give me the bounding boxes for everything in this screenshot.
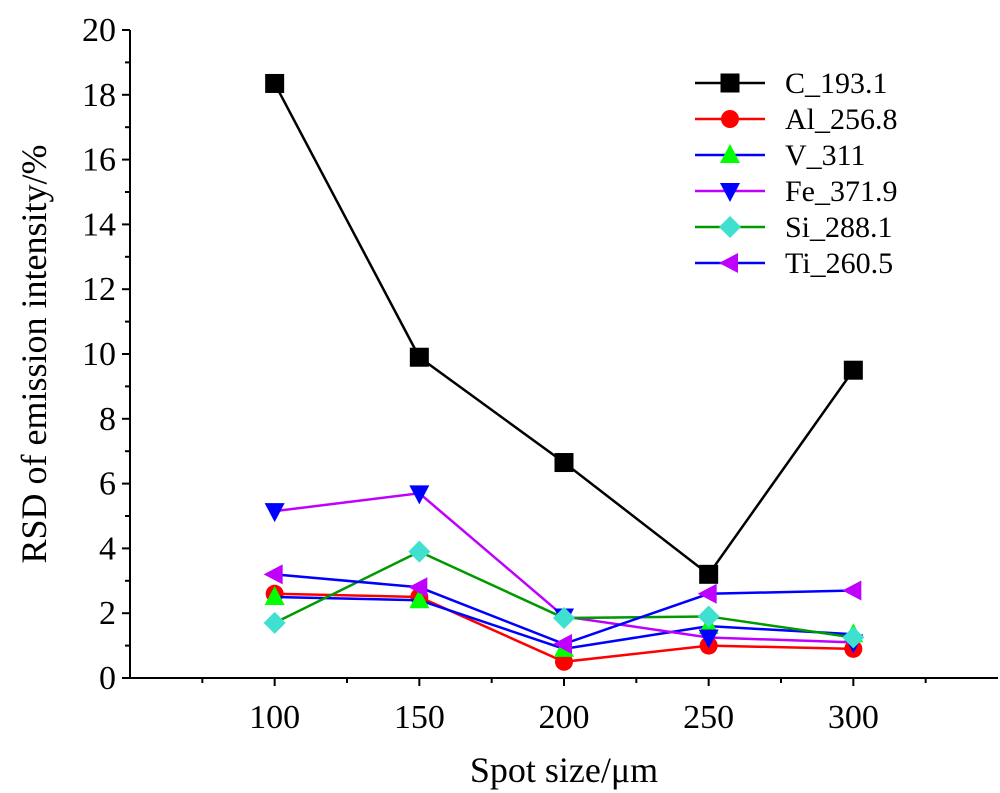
data-point	[263, 564, 283, 585]
data-point	[264, 586, 285, 605]
legend-marker	[720, 144, 740, 163]
y-tick-label: 16	[82, 142, 116, 179]
data-point	[409, 347, 429, 367]
x-axis: 100 150 200 250 300	[130, 677, 998, 736]
data-point	[699, 564, 719, 584]
series-Ti_260.5	[263, 564, 862, 654]
legend-item: C_193.1	[695, 67, 888, 100]
y-tick-label: 20	[82, 12, 116, 49]
data-point	[698, 629, 719, 649]
y-tick-label: 2	[99, 595, 116, 632]
y-tick-label: 12	[82, 271, 116, 308]
legend-label: Fe_371.9	[785, 175, 898, 208]
series-C_193.1	[265, 73, 863, 584]
y-tick-label: 18	[82, 77, 116, 114]
data-point	[697, 605, 720, 628]
x-tick-label: 150	[394, 699, 445, 736]
data-point	[555, 652, 573, 671]
x-axis-title: Spot size/μm	[470, 750, 658, 790]
legend-label: V_311	[785, 139, 866, 172]
data-point	[263, 611, 286, 634]
data-point	[408, 577, 428, 598]
x-tick-label: 300	[828, 699, 879, 736]
legend-label: Ti_260.5	[785, 247, 893, 280]
legend-item: Si_288.1	[695, 211, 893, 244]
legend-marker	[720, 183, 740, 202]
x-tick-label: 200	[539, 699, 590, 736]
y-axis: 0 2 4 6 8 10 12 14 16 18 20	[82, 12, 131, 697]
x-tick-label: 250	[683, 699, 734, 736]
legend-label: C_193.1	[785, 67, 888, 100]
legend-item: V_311	[695, 139, 866, 172]
data-point	[264, 503, 285, 523]
data-point	[409, 485, 430, 505]
legend-label: Si_288.1	[785, 211, 893, 244]
y-tick-label: 0	[99, 660, 116, 697]
data-point	[553, 607, 575, 630]
data-point	[408, 540, 431, 563]
legend-item: Fe_371.9	[695, 175, 898, 208]
series-Si_288.1	[263, 540, 865, 649]
y-tick-label: 6	[99, 466, 116, 503]
legend-marker	[719, 253, 738, 273]
legend-item: Al_256.8	[695, 103, 898, 136]
data-point	[842, 626, 865, 649]
data-point	[697, 583, 717, 604]
y-tick-label: 10	[82, 336, 116, 373]
y-tick-label: 4	[99, 530, 116, 567]
data-point	[554, 453, 574, 473]
legend-marker	[721, 110, 739, 128]
data-point	[842, 580, 862, 601]
y-axis-title: RSD of emission intensity/%	[14, 144, 54, 563]
data-point	[843, 360, 863, 380]
data-point	[553, 633, 572, 654]
legend-marker	[720, 73, 740, 93]
data-point	[409, 589, 430, 609]
legend-marker	[719, 216, 741, 238]
legend-label: Al_256.8	[785, 103, 898, 136]
series-layer	[263, 73, 865, 671]
data-point	[265, 73, 285, 93]
y-tick-label: 8	[99, 401, 116, 438]
y-tick-label: 14	[82, 206, 116, 243]
legend-item: Ti_260.5	[695, 247, 893, 280]
legend: C_193.1Al_256.8V_311Fe_371.9Si_288.1Ti_2…	[695, 67, 898, 280]
x-tick-label: 100	[249, 699, 300, 736]
